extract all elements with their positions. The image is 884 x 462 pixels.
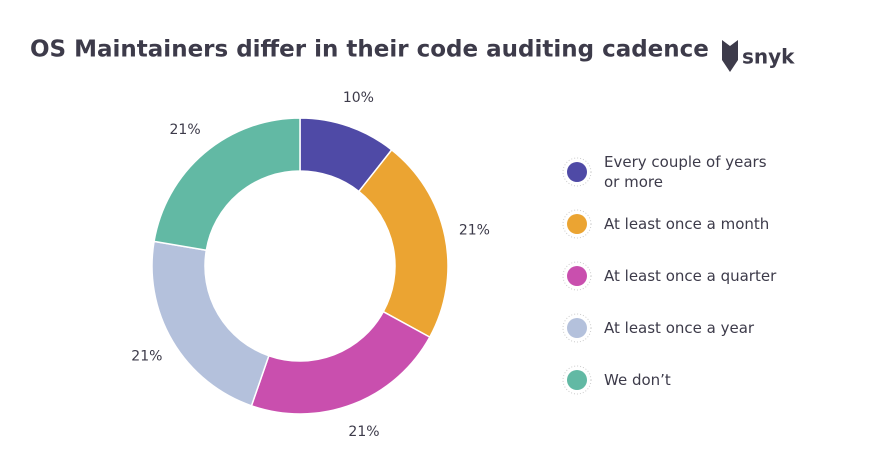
legend-label: We don’t [604,371,671,389]
legend-swatch [567,214,587,234]
brand-logo [722,40,738,72]
legend-ring [562,157,592,187]
donut-slice [357,148,449,339]
legend-ring [562,209,592,239]
value-label: 21% [459,223,490,239]
brand-name: snyk [742,45,795,69]
chart-title: OS Maintainers differ in their code audi… [30,37,709,63]
value-label: 21% [170,122,201,138]
legend-ring [562,261,592,291]
value-label: 21% [131,349,162,365]
legend-swatch [567,318,587,338]
donut-slice [250,310,431,415]
legend-label: At least once a month [604,215,770,233]
value-label: 21% [348,424,379,440]
legend-label: At least once a year [604,319,755,337]
legend-swatch [567,266,587,286]
legend-swatch [567,370,587,390]
donut-slice [151,240,270,407]
donut-slice [153,117,301,252]
legend-label: Every couple of years or more [604,153,767,191]
legend-swatch [567,162,587,182]
value-label: 10% [343,90,374,106]
legend-ring [562,365,592,395]
legend-ring [562,313,592,343]
legend-label: At least once a quarter [604,267,777,285]
